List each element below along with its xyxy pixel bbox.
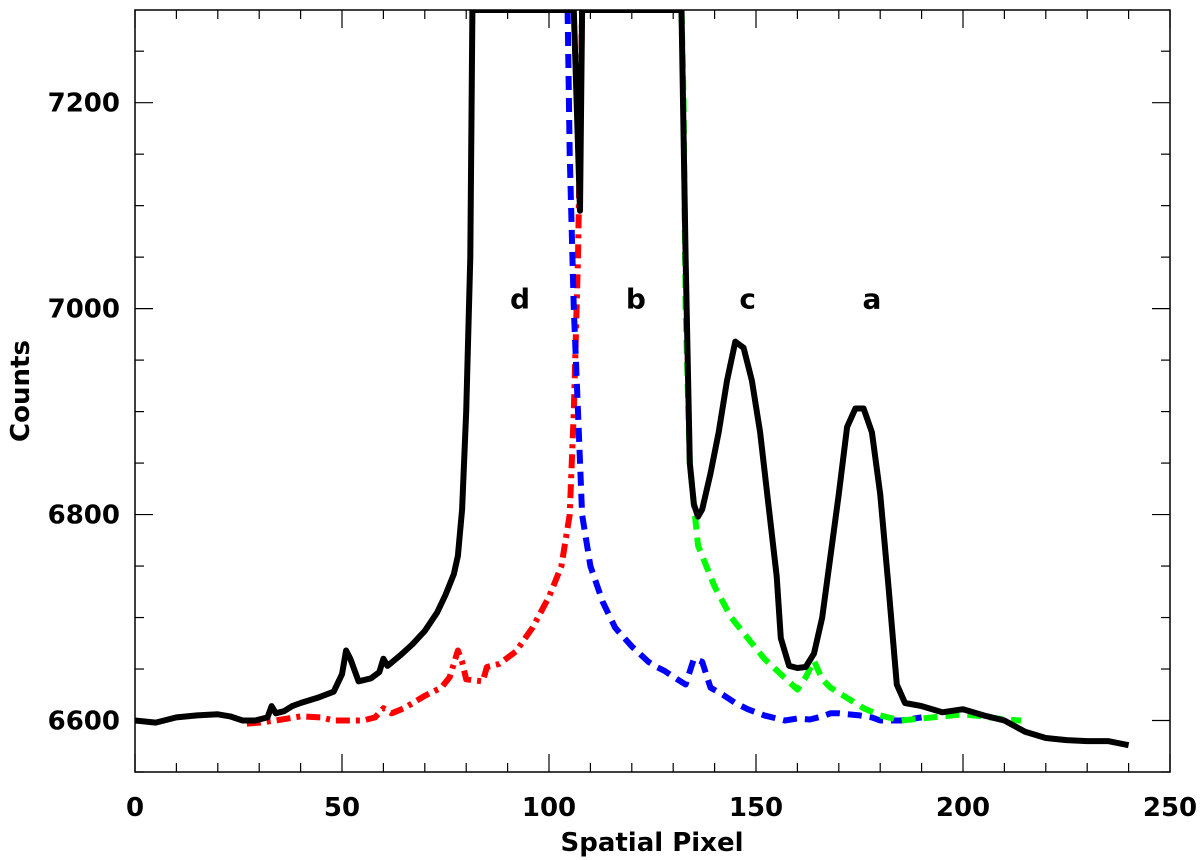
series-line-total — [135, 10, 1130, 749]
x-tick-label: 200 — [936, 793, 990, 823]
y-tick-label: 7000 — [48, 295, 120, 325]
series-line-b — [564, 10, 923, 724]
y-tick-label: 6600 — [48, 707, 120, 737]
x-axis-label: Spatial Pixel — [560, 828, 743, 858]
y-tick-label: 7200 — [48, 89, 120, 119]
annotation-b: b — [626, 283, 646, 316]
annotation-a: a — [862, 283, 881, 316]
x-tick-label: 50 — [324, 793, 360, 823]
plot-frame — [134, 9, 1171, 773]
x-tick-label: 0 — [126, 793, 144, 823]
y-tick-labels: 6600 6800 7000 7200 — [48, 89, 120, 737]
series-line-c — [678, 10, 1022, 724]
series-layer — [135, 10, 1130, 749]
annotation-d: d — [510, 283, 530, 316]
x-tick-label: 150 — [729, 793, 783, 823]
axis-ticks — [134, 10, 1171, 773]
x-tick-label: 100 — [522, 793, 576, 823]
series-line-d — [246, 10, 586, 727]
x-tick-label: 250 — [1143, 793, 1197, 823]
annotation-c: c — [739, 283, 756, 316]
y-tick-label: 6800 — [48, 501, 120, 531]
y-axis-label: Counts — [6, 340, 36, 442]
x-tick-labels: 0 50 100 150 200 250 — [126, 793, 1197, 823]
